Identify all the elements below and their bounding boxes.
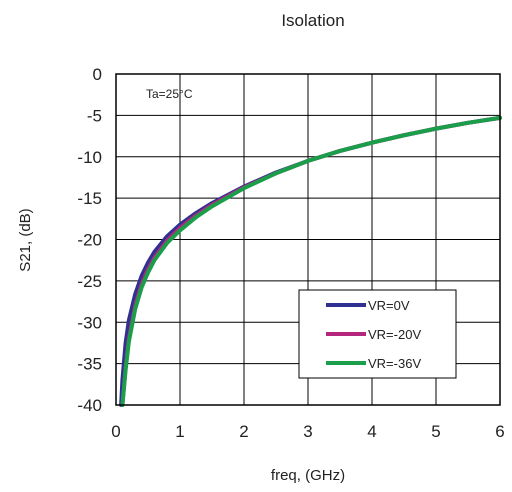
x-tick-label: 4 — [367, 422, 376, 441]
y-tick-label: 0 — [93, 65, 102, 84]
y-tick-label: -20 — [77, 231, 102, 250]
legend-box — [298, 289, 457, 379]
y-axis-label: S21, (dB) — [17, 208, 34, 271]
x-tick-label: 2 — [239, 422, 248, 441]
legend: VR=0V VR=-20V VR=-36V — [298, 289, 457, 379]
y-tick-label: -25 — [77, 272, 102, 291]
y-tick-label: -10 — [77, 148, 102, 167]
x-tick-label: 0 — [111, 422, 120, 441]
x-axis-label: freq, (GHz) — [271, 467, 345, 484]
legend-label: VR=0V — [368, 298, 410, 313]
y-tick-label: -5 — [87, 106, 102, 125]
series-curves — [119, 115, 502, 407]
y-tick-label: -35 — [77, 355, 102, 374]
x-tick-labels: 0 1 2 3 4 5 6 — [111, 422, 504, 441]
y-tick-label: -15 — [77, 189, 102, 208]
temperature-annotation: Ta=25°C — [146, 87, 193, 101]
x-tick-label: 6 — [495, 422, 504, 441]
x-tick-label: 1 — [175, 422, 184, 441]
legend-label: VR=-36V — [368, 356, 421, 371]
plot-frame — [115, 73, 501, 406]
y-tick-label: -30 — [77, 313, 102, 332]
y-tick-labels: 0 -5 -10 -15 -20 -25 -30 -35 -40 — [77, 65, 102, 415]
x-tick-label: 5 — [431, 422, 440, 441]
y-tick-label: -40 — [77, 396, 102, 415]
chart-title: Isolation — [281, 11, 344, 30]
x-tick-label: 3 — [303, 422, 312, 441]
series-line — [120, 115, 502, 407]
legend-label: VR=-20V — [368, 327, 421, 342]
